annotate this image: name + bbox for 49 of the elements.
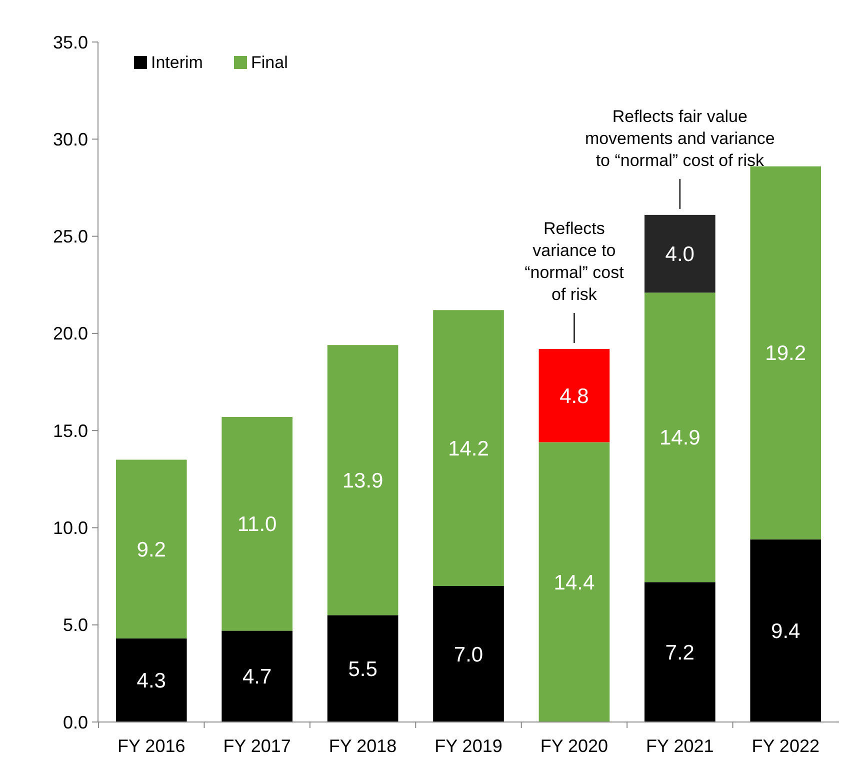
bar (644, 214, 716, 293)
legend-label: Final (251, 52, 288, 72)
data-label: 11.0 (237, 513, 277, 536)
bar (222, 416, 292, 631)
x-tick-label: FY 2021 (646, 736, 714, 756)
bar (433, 310, 504, 586)
y-tick-label: 20.0 (52, 324, 88, 344)
annotation: Reflects fair value movements and variance to “normal” cost of risk (584, 106, 775, 170)
y-tick-label: 25.0 (52, 226, 88, 247)
data-label: 19.2 (765, 342, 806, 366)
bar (538, 348, 610, 442)
data-label: 14.4 (554, 571, 595, 594)
bar (433, 586, 504, 722)
y-tick-label: 0.0 (62, 712, 88, 732)
data-label: 5.5 (348, 658, 378, 681)
x-tick-label: FY 2018 (328, 736, 397, 756)
bar (538, 442, 610, 722)
x-tick-label: FY 2017 (223, 736, 291, 756)
bar (116, 638, 187, 722)
data-label: 4.8 (560, 384, 589, 408)
data-label: 7.2 (665, 641, 695, 664)
bar (327, 615, 398, 722)
data-label: 9.4 (771, 620, 801, 644)
bar (222, 630, 292, 722)
bar (644, 292, 716, 582)
y-tick-label: 15.0 (52, 420, 88, 441)
y-tick-label: 5.0 (62, 615, 88, 636)
data-label: 7.0 (454, 643, 484, 666)
legend-label: Interim (151, 52, 203, 72)
bar (750, 166, 822, 540)
data-label: 4.0 (665, 243, 695, 266)
bar (116, 460, 187, 638)
bar (750, 539, 822, 722)
data-label: 14.2 (448, 437, 489, 460)
bar (644, 582, 716, 722)
y-tick-label: 30.0 (52, 129, 88, 150)
x-tick-label: FY 2020 (540, 736, 608, 756)
data-label: 13.9 (342, 469, 384, 492)
x-tick-label: FY 2022 (752, 736, 820, 756)
data-label: 4.7 (242, 666, 272, 689)
data-label: 14.9 (659, 426, 700, 450)
y-tick-label: 35.0 (52, 32, 88, 52)
x-tick-label: FY 2016 (118, 736, 186, 756)
data-label: 4.3 (136, 670, 166, 693)
data-label: 9.2 (136, 538, 166, 562)
bar (327, 345, 398, 616)
annotation: Reflects variance to “normal” cost of risk (524, 218, 624, 304)
x-tick-label: FY 2019 (434, 736, 502, 756)
y-tick-label: 10.0 (52, 518, 88, 538)
